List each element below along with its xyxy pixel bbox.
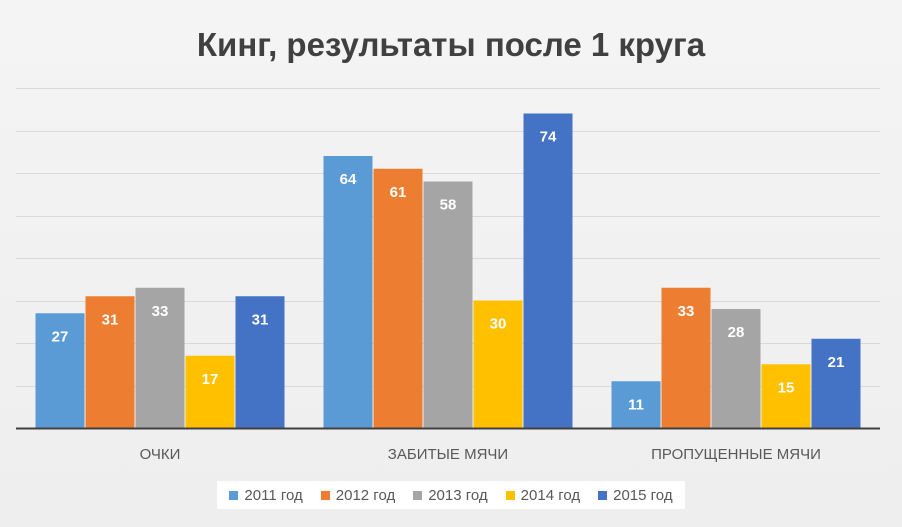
bar-data-label: 33 [152, 303, 169, 320]
bar-data-label: 17 [202, 371, 219, 388]
chart-title-container: Кинг, результаты после 1 круга [0, 20, 902, 70]
legend-item: 2015 год [598, 486, 673, 504]
legend-item: 2013 год [413, 486, 488, 504]
x-tick-label: ПРОПУЩЕННЫЕ МЯЧИ [651, 446, 821, 463]
legend-label: 2014 год [520, 486, 581, 504]
bar-data-label: 11 [628, 396, 644, 413]
legend-swatch [505, 490, 515, 500]
legend-label: 2013 год [428, 486, 488, 504]
bar-data-label: 31 [102, 311, 119, 328]
bar [661, 287, 711, 428]
bar [373, 168, 423, 428]
chart-title: Кинг, результаты после 1 круга [196, 26, 706, 63]
bar [473, 300, 523, 428]
bar [523, 113, 573, 428]
x-tick-label: ЗАБИТЫЕ МЯЧИ [388, 446, 508, 463]
bar [323, 156, 373, 428]
bar-data-label: 58 [440, 197, 457, 214]
bar [185, 355, 235, 428]
bar [611, 381, 661, 428]
bar [811, 338, 861, 428]
legend-item: 2011 год [229, 486, 303, 504]
bar [135, 287, 185, 428]
bar-data-label: 30 [490, 316, 507, 333]
legend-label: 2012 год [335, 486, 396, 504]
legend: 2011 год 2012 год 2013 год 2014 год 2015 год [0, 481, 902, 509]
bar [85, 296, 135, 428]
bar [235, 296, 285, 428]
bar-data-label: 31 [252, 311, 269, 328]
bar-data-label: 15 [778, 379, 795, 396]
legend-item: 2014 год [505, 486, 581, 504]
bar [711, 309, 761, 428]
legend-swatch [320, 490, 330, 500]
bar [761, 364, 811, 428]
bar-data-label: 33 [678, 303, 695, 320]
x-axis: ОЧКИ ЗАБИТЫЕ МЯЧИ ПРОПУЩЕННЫЕ МЯЧИ [16, 427, 880, 463]
legend-label: 2011 год [244, 486, 303, 504]
legend-label: 2015 год [613, 486, 673, 504]
legend-item: 2012 год [320, 486, 396, 504]
bar-data-label: 64 [340, 171, 357, 188]
bar-data-label: 74 [540, 129, 557, 146]
bar-data-label: 21 [828, 354, 845, 371]
bar-data-label: 61 [390, 184, 407, 201]
bars: 27 31 33 17 31 64 61 58 30 74 11 33 28 15 21 [35, 113, 861, 428]
legend-swatch [413, 490, 423, 500]
bar-data-label: 27 [52, 328, 69, 345]
x-tick-label: ОЧКИ [140, 446, 181, 463]
bar [423, 181, 473, 428]
legend-swatch [598, 490, 608, 500]
bar [35, 313, 85, 428]
legend-swatch [229, 490, 239, 500]
legend-box: 2011 год 2012 год 2013 год 2014 год 2015 год [217, 481, 685, 509]
bar-data-label: 28 [728, 324, 745, 341]
